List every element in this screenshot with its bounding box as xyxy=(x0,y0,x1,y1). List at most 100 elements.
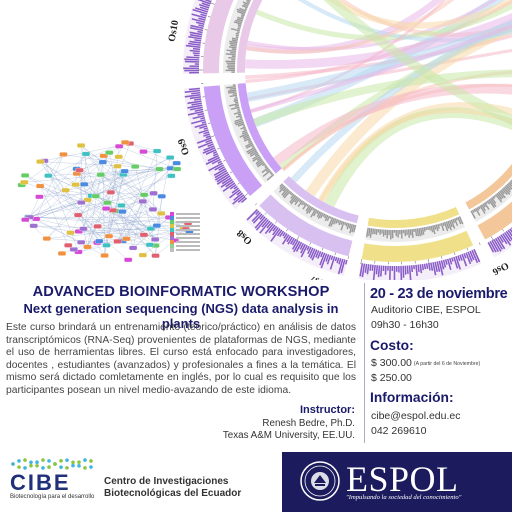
network-node xyxy=(117,203,126,208)
legend-swatch xyxy=(170,224,174,228)
network-node xyxy=(131,164,140,169)
circos-bar xyxy=(185,44,201,48)
circos-bar xyxy=(487,242,495,253)
circos-bar xyxy=(183,67,200,70)
network-node xyxy=(20,173,30,178)
circos-histogram-bar xyxy=(230,106,240,110)
circos-tick xyxy=(204,29,208,31)
circos-bar xyxy=(496,236,506,250)
circos-bar xyxy=(430,262,434,271)
circos-bar xyxy=(268,224,276,234)
circos-bar xyxy=(384,265,387,275)
circos-bar xyxy=(340,259,346,274)
circos-histogram-bar xyxy=(242,124,246,127)
circos-histogram-bar xyxy=(237,24,242,27)
contact-phone[interactable]: 042 269610 xyxy=(371,425,427,437)
circos-histogram-bar xyxy=(495,194,503,203)
circos-bar xyxy=(295,241,303,252)
network-edge xyxy=(97,226,123,242)
circos-bar xyxy=(382,265,385,272)
network-edge xyxy=(39,192,111,197)
circos-histogram-bar xyxy=(476,206,480,211)
circos-bar xyxy=(307,246,312,255)
circos-tick xyxy=(347,256,349,259)
circos-histogram-bar xyxy=(409,229,412,236)
circos-bar xyxy=(232,194,245,205)
network-edge xyxy=(35,142,126,220)
circos-bar xyxy=(459,254,463,261)
circos-bar xyxy=(320,251,324,258)
circos-bar xyxy=(338,258,342,265)
circos-tick xyxy=(264,212,267,215)
circos-histogram-bar xyxy=(231,71,236,73)
circos-bar xyxy=(366,264,370,275)
dna-dot xyxy=(29,460,33,465)
circos-bar xyxy=(423,263,427,270)
cibe-center-line1: Centro de Investigaciones xyxy=(104,476,229,487)
circos-bar xyxy=(320,253,328,269)
circos-bar xyxy=(199,125,208,129)
circos-histogram-bar xyxy=(400,229,403,239)
network-edge xyxy=(40,185,129,260)
circos-histogram-bar xyxy=(344,221,347,226)
circos-bar xyxy=(509,228,512,234)
legend-entry xyxy=(170,228,200,232)
circos-histogram-bar xyxy=(233,111,241,115)
network-edge xyxy=(87,163,177,248)
network-node xyxy=(71,182,80,187)
circos-histogram-bar xyxy=(290,193,295,199)
network-node xyxy=(138,252,148,258)
circos-bar xyxy=(402,265,405,278)
circos-histogram-bar xyxy=(252,154,260,160)
circos-ribbon xyxy=(323,0,512,126)
circos-histogram-bar xyxy=(492,196,496,200)
circos-histogram-bar xyxy=(262,162,266,167)
dna-dot xyxy=(59,459,63,463)
circos-histogram-bar xyxy=(388,229,390,236)
circos-tick xyxy=(360,259,362,265)
legend-swatch xyxy=(170,248,174,252)
circos-bar xyxy=(451,257,454,262)
circos-histogram-bar xyxy=(243,136,250,140)
legend-text-placeholder xyxy=(176,241,200,243)
instructor-institution: Texas A&M University, EE.UU. xyxy=(222,430,355,441)
chromosome-label: Os10 xyxy=(167,19,182,42)
circos-bar xyxy=(203,127,208,130)
circos-histogram-bar xyxy=(438,223,441,226)
circos-histogram-bar xyxy=(240,15,245,19)
circos-histogram-bar xyxy=(349,224,353,234)
circos-bar xyxy=(471,249,479,264)
circos-histogram-bar xyxy=(486,200,491,205)
network-node xyxy=(77,239,86,245)
contact-email[interactable]: cibe@espol.edu.ec xyxy=(371,410,461,422)
circos-bar xyxy=(193,54,200,57)
circos-histogram-bar xyxy=(501,188,508,196)
legend-entry xyxy=(170,212,200,216)
circos-histogram-bar xyxy=(226,62,236,65)
circos-bar xyxy=(306,245,310,251)
network-node xyxy=(124,257,133,263)
circos-histogram-bar xyxy=(338,220,342,226)
network-edge xyxy=(119,146,178,170)
network-edge xyxy=(78,163,177,216)
circos-histogram-bar xyxy=(234,118,243,123)
circos-histogram-bar xyxy=(365,227,369,238)
circos-histogram-bar xyxy=(455,217,458,221)
circos-histogram-bar xyxy=(447,220,452,231)
circos-bar xyxy=(440,260,445,270)
circos-histogram-bar xyxy=(237,26,241,29)
circos-bar xyxy=(299,242,305,250)
circos-histogram-bar xyxy=(340,221,345,231)
circos-histogram-bar xyxy=(430,225,434,233)
circos-histogram-bar xyxy=(399,229,401,235)
circos-bar xyxy=(189,33,202,38)
circos-bar xyxy=(194,7,209,13)
circos-histogram-bar xyxy=(448,220,453,228)
circos-histogram-bar xyxy=(308,206,314,214)
circos-histogram-bar xyxy=(384,229,387,236)
network-node xyxy=(114,154,123,160)
workshop-title: ADVANCED BIOINFORMATIC WORKSHOP xyxy=(32,284,330,300)
circos-bar xyxy=(194,39,202,42)
circos-histogram-bar xyxy=(237,113,242,116)
circos-ribbon xyxy=(246,0,455,54)
